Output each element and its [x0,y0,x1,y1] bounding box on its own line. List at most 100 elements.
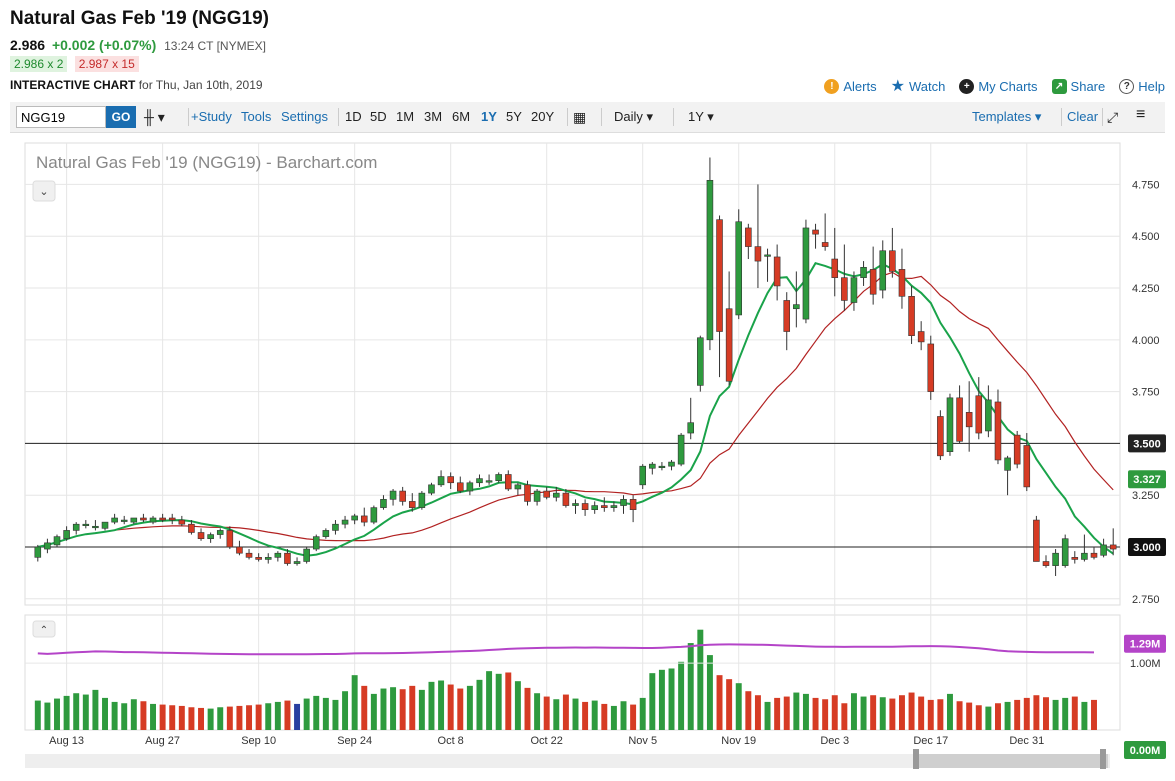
scrollbar-thumb[interactable] [918,754,1108,768]
quote-header: Natural Gas Feb '19 (NGG19) 2.986 +0.002… [0,0,1175,100]
candle [754,184,762,289]
calendar-icon[interactable]: ▦ [573,109,587,125]
period-1m[interactable]: 1M [396,109,415,124]
plus-circle-icon: + [959,78,975,94]
candle [293,557,301,566]
volume-bar [370,693,377,730]
symbol-input[interactable] [16,106,106,128]
period-6m[interactable]: 6M [452,109,471,124]
period-5y[interactable]: 5Y [506,109,522,124]
volume-bar [236,705,243,730]
volume-bar [658,669,665,730]
period-1y[interactable]: 1Y [481,109,497,124]
collapse-toggle[interactable] [32,180,56,202]
volume-bar [1062,697,1069,730]
price-badge-label: 3.327 [1133,474,1161,486]
candle [889,227,896,278]
expand-icon[interactable]: ⤢ [1107,109,1119,125]
tools-button[interactable]: Tools [241,109,272,124]
volume-bar [582,701,589,730]
last-price: 2.986 [10,37,46,53]
candle [1033,515,1040,562]
volume-bar [505,672,512,730]
watch-link[interactable]: ★ Watch [891,76,946,96]
volume-bar [1091,699,1097,730]
settings-button[interactable]: Settings [281,109,328,124]
scrollbar-left-handle[interactable] [913,749,919,769]
help-link[interactable]: ? Help [1119,78,1165,94]
candle [264,553,272,564]
share-link[interactable]: ↗ Share [1051,78,1105,94]
period-20y[interactable]: 20Y [531,109,555,124]
period-5d[interactable]: 5D [370,109,387,124]
y-tick-label: 4.500 [1132,231,1160,243]
volume-bar [111,701,118,730]
my-charts-link[interactable]: + My Charts [959,78,1038,94]
candle [1042,555,1050,568]
candle [101,521,109,531]
chart-toolbar: GO ╫ ▾ +Study Tools Settings 1D 5D 1M 3M… [10,102,1165,133]
volume-bar [351,675,358,730]
candle [773,244,781,301]
volume-bar [831,695,838,730]
y-tick-label: 4.250 [1132,283,1160,295]
candlestick-type-icon[interactable]: ╫ ▾ [144,109,165,125]
add-study-button[interactable]: +Study [191,109,232,124]
volume-bar [284,700,291,730]
candle [1004,455,1011,496]
templates-button[interactable]: Templates ▾ [972,109,1042,124]
volume-bar [524,687,531,730]
volume-bar [562,694,569,730]
candle [994,389,1002,465]
volume-collapse-toggle[interactable] [32,620,56,638]
volume-bar [668,668,675,730]
help-icon: ? [1119,78,1135,94]
volume-bar [553,699,560,730]
volume-bar [591,700,598,730]
menu-icon[interactable]: ≡ [1136,106,1146,123]
period-1d[interactable]: 1D [345,109,362,124]
alerts-link[interactable]: ! Alerts [824,78,877,94]
interval-select[interactable]: Daily ▾ [614,109,654,124]
candle [725,271,733,386]
volume-bar [754,695,761,730]
x-tick-label: Sep 10 [241,735,276,747]
horizontal-scrollbar[interactable] [25,754,1110,768]
volume-bar [466,685,473,730]
candle [581,499,589,516]
candle [812,223,819,249]
candle [188,520,195,535]
x-tick-label: Oct 8 [438,735,464,747]
period-3m[interactable]: 3M [424,109,443,124]
volume-bar [121,703,128,730]
volume-bar [44,702,51,730]
volume-bar [313,695,320,730]
volume-badge [1124,634,1166,653]
range-value: 1Y [688,109,704,124]
candle [53,534,61,547]
volume-moving-average [37,643,1095,656]
volume-bar [745,691,752,730]
clear-button[interactable]: Clear [1067,109,1099,124]
candle [255,553,262,562]
volume-bar [1052,699,1059,730]
candle [120,515,128,525]
candle [946,393,954,456]
go-button[interactable]: GO [106,106,136,128]
interactive-date: for Thu, Jan 10th, 2019 [138,78,263,92]
price-badge [1128,537,1166,556]
scrollbar-right-handle[interactable] [1100,749,1106,769]
volume-bar [1004,701,1011,730]
price-badge-label: 3.500 [1133,438,1161,450]
price-change: +0.002 (+0.07%) [51,37,157,53]
candle [956,385,963,444]
candle [562,488,570,508]
candle [92,520,99,531]
volume-bar [908,692,915,730]
volume-bar [697,629,704,730]
volume-badge-label: 1.29M [1130,639,1161,651]
volume-bar [380,688,387,730]
volume-bar [102,697,108,730]
range-select[interactable]: 1Y ▾ [688,109,714,124]
